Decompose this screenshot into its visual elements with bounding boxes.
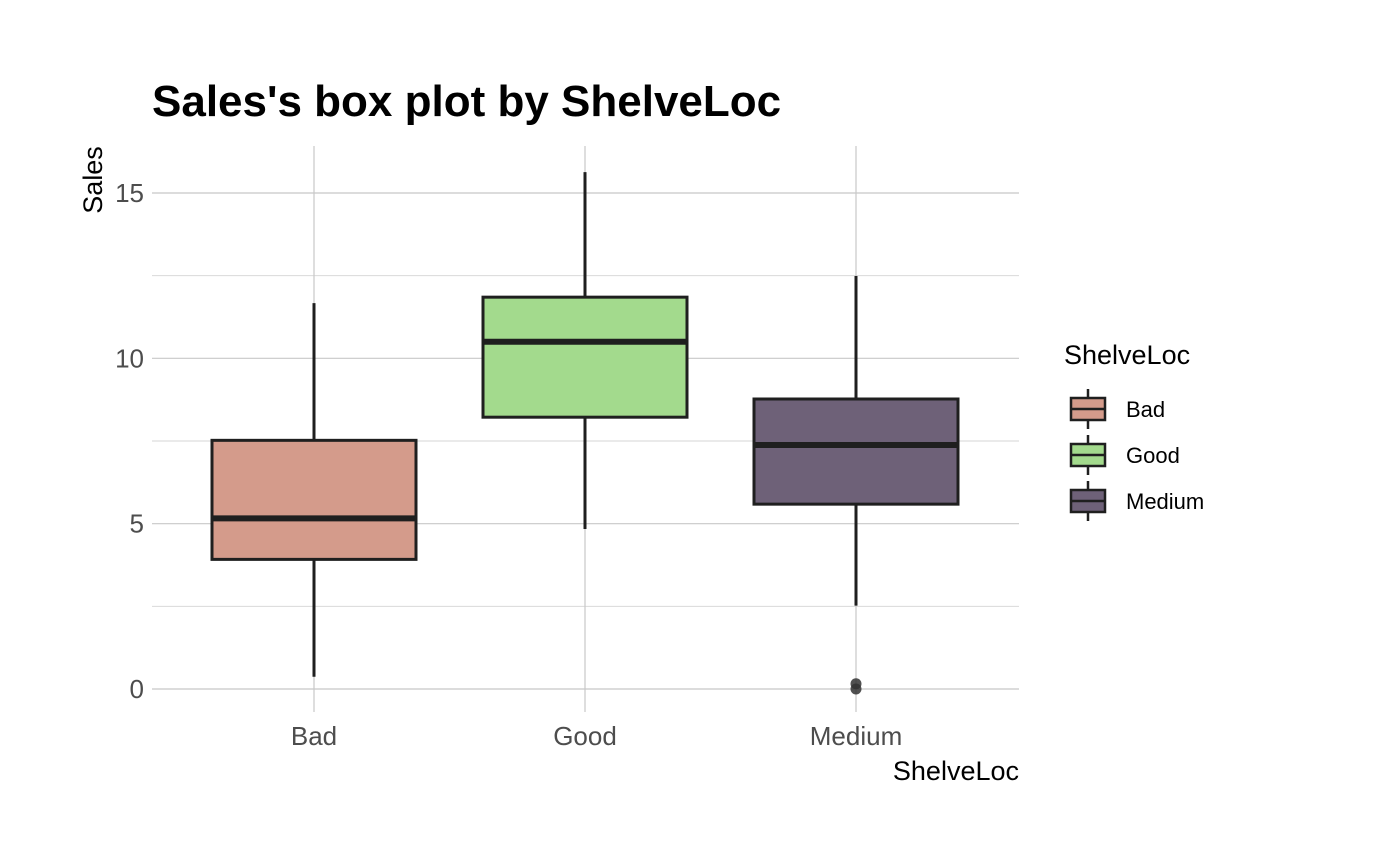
outlier-point xyxy=(850,678,862,690)
box-good xyxy=(481,172,689,529)
box-medium xyxy=(752,275,960,695)
box-series xyxy=(210,172,960,695)
legend-key-bad: Bad xyxy=(1069,389,1165,429)
y-tick-label: 0 xyxy=(130,674,144,704)
y-tick-label: 5 xyxy=(130,509,144,539)
axis-ticks: 0 5 10 15 Bad Good Medium xyxy=(115,178,902,751)
box-bad xyxy=(210,303,418,677)
chart-title: Sales's box plot by ShelveLoc xyxy=(152,77,781,126)
x-tick-label: Good xyxy=(553,721,617,751)
legend-key-good: Good xyxy=(1069,435,1180,475)
y-axis-title: Sales xyxy=(78,146,108,214)
legend-label: Medium xyxy=(1126,489,1204,514)
y-tick-label: 10 xyxy=(115,343,144,373)
x-tick-label: Medium xyxy=(810,721,902,751)
legend: ShelveLoc Bad Good Medium xyxy=(1064,340,1204,521)
legend-key-medium: Medium xyxy=(1069,481,1204,521)
box-body xyxy=(752,397,960,506)
y-tick-label: 15 xyxy=(115,178,144,208)
x-axis-title: ShelveLoc xyxy=(893,756,1019,786)
box-body xyxy=(210,438,418,561)
legend-label: Good xyxy=(1126,443,1180,468)
legend-keys: Bad Good Medium xyxy=(1069,389,1204,521)
legend-title: ShelveLoc xyxy=(1064,340,1190,370)
box-body xyxy=(481,295,689,419)
legend-label: Bad xyxy=(1126,397,1165,422)
x-tick-label: Bad xyxy=(291,721,337,751)
